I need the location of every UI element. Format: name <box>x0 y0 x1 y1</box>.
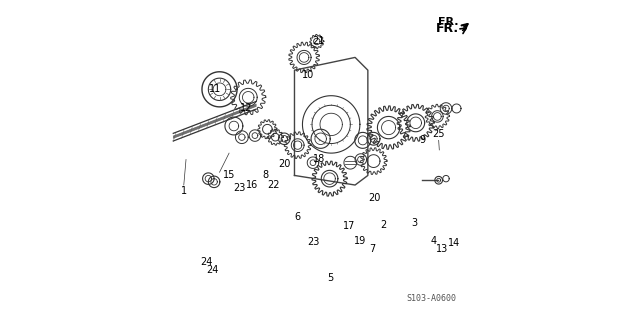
Text: 20: 20 <box>368 193 380 203</box>
Text: 21: 21 <box>312 36 325 47</box>
Text: 20: 20 <box>278 159 291 169</box>
Text: 3: 3 <box>411 218 417 228</box>
Text: 17: 17 <box>343 221 356 232</box>
Text: 25: 25 <box>432 129 444 139</box>
Text: FR.: FR. <box>436 22 459 35</box>
Text: S103-A0600: S103-A0600 <box>406 294 456 303</box>
Text: 14: 14 <box>448 238 460 248</box>
Text: 22: 22 <box>268 180 280 190</box>
Text: 9: 9 <box>420 135 426 145</box>
Text: 23: 23 <box>234 183 246 193</box>
Text: 6: 6 <box>294 212 301 222</box>
Text: 13: 13 <box>436 244 448 254</box>
Text: FR.: FR. <box>438 17 459 27</box>
Text: 23: 23 <box>307 237 319 248</box>
Text: 8: 8 <box>262 170 268 181</box>
Text: 11: 11 <box>209 84 221 94</box>
Text: 24: 24 <box>206 264 218 275</box>
Text: 5: 5 <box>328 272 333 283</box>
Text: 4: 4 <box>431 236 437 246</box>
Text: 12: 12 <box>240 103 252 114</box>
Text: 18: 18 <box>313 154 326 165</box>
Text: 2: 2 <box>381 220 387 230</box>
Text: 1: 1 <box>180 186 187 197</box>
Text: 10: 10 <box>301 70 314 80</box>
Text: 16: 16 <box>246 180 259 190</box>
Text: 24: 24 <box>200 256 212 267</box>
Text: 15: 15 <box>223 170 236 181</box>
Text: 7: 7 <box>369 244 376 254</box>
Text: 19: 19 <box>354 236 366 246</box>
